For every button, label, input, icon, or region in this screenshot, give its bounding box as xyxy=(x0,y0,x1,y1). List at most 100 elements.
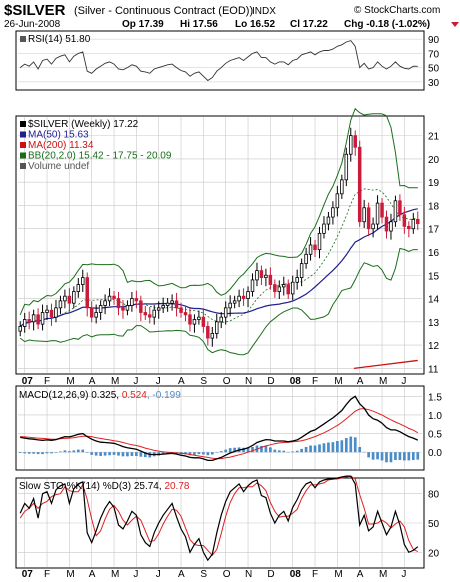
quote-high: Hi 17.56 xyxy=(180,19,218,30)
axis-tick-label: 16 xyxy=(428,248,440,259)
macd-histogram-bar xyxy=(81,449,85,453)
macd-histogram-bar xyxy=(103,452,107,456)
axis-tick-label: 50 xyxy=(428,519,440,530)
legend-entry: MA(200) 11.34 xyxy=(28,140,94,151)
candle-body xyxy=(179,307,183,313)
axis-tick-label: 12 xyxy=(428,341,440,352)
candle-body xyxy=(340,179,344,195)
month-tick-label: N xyxy=(245,376,252,387)
macd-histogram-bar xyxy=(135,452,138,456)
month-tick-label: M xyxy=(66,569,74,580)
candle-body xyxy=(353,135,357,148)
macd-histogram-bar xyxy=(90,452,94,455)
macd-line xyxy=(20,395,419,462)
candle-body xyxy=(188,314,192,325)
month-tick-label: A xyxy=(178,569,185,580)
candle-body xyxy=(416,218,420,224)
month-tick-label: J xyxy=(401,376,406,387)
sto-k-line xyxy=(19,475,419,562)
macd-histogram-bar xyxy=(215,452,219,453)
quote-close: Cl 17.22 xyxy=(290,19,328,30)
macd-histogram-bar xyxy=(394,452,397,461)
candle-body xyxy=(170,300,174,304)
axis-tick-label: 70 xyxy=(428,49,440,60)
bb-lower-line xyxy=(19,247,418,356)
candle-body xyxy=(331,207,335,218)
chart-symbol: $SILVER xyxy=(4,2,66,19)
macd-histogram-bar xyxy=(309,445,312,453)
macd-histogram-bar xyxy=(94,452,98,456)
month-tick-label: N xyxy=(245,569,252,580)
axis-tick-label: 11 xyxy=(428,364,439,375)
macd-histogram-bar xyxy=(295,450,299,453)
axis-tick-label: 90 xyxy=(428,35,440,46)
candle-body xyxy=(237,295,241,302)
quote-change: Chg -0.18 (-1.02%) xyxy=(344,19,430,30)
macd-histogram-bar xyxy=(340,440,344,453)
candle-body xyxy=(255,270,259,281)
macd-histogram-bar xyxy=(304,447,308,453)
axis-tick-label: 0.5 xyxy=(428,430,442,441)
legend-entry: BB(20,2.0) 15.42 - 17.75 - 20.09 xyxy=(28,151,172,162)
macd-histogram-bar xyxy=(27,452,31,454)
macd-histogram-bar xyxy=(32,452,35,454)
candle-body xyxy=(241,295,246,299)
candle-body xyxy=(156,307,161,311)
candle-body xyxy=(76,284,81,292)
macd-histogram-bar xyxy=(219,451,223,453)
month-tick-label: A xyxy=(89,376,96,387)
candle-body xyxy=(322,223,326,234)
rsi-label: RSI(14) 51.80 xyxy=(28,34,91,45)
candle-body xyxy=(116,298,121,309)
macd-histogram-bar xyxy=(224,449,228,453)
macd-histogram-bar xyxy=(327,442,330,453)
candle-body xyxy=(22,319,27,327)
candle-body xyxy=(36,314,40,325)
plot-layer xyxy=(18,40,420,562)
month-tick-label: A xyxy=(357,569,364,580)
axis-layer: 07 07 F F M M A A M M J J J J A A S S O O N N D D 08 08 F F M M A A M M J J… xyxy=(22,35,443,580)
candle-body xyxy=(313,244,317,251)
candle-body xyxy=(98,305,103,313)
macd-histogram-bar xyxy=(313,445,317,453)
candle-body xyxy=(174,300,179,309)
candle-body xyxy=(31,314,36,323)
month-tick-label: 08 xyxy=(290,569,302,580)
candle-body xyxy=(371,223,375,230)
month-tick-label: S xyxy=(200,569,207,580)
month-tick-label: M xyxy=(379,569,387,580)
macd-histogram-bar xyxy=(50,452,53,454)
candle-body xyxy=(165,302,170,306)
axis-tick-label: 20 xyxy=(428,155,440,166)
chart-exchange: INDX xyxy=(252,6,276,17)
candle-body xyxy=(85,277,89,309)
sto-d-label: 20.78 xyxy=(164,481,189,492)
month-tick-label: A xyxy=(357,376,364,387)
candle-body xyxy=(125,305,130,311)
candle-body xyxy=(398,200,402,216)
macd-histogram-bar xyxy=(300,448,303,453)
macd-histogram-bar xyxy=(242,447,245,453)
candle-body xyxy=(197,316,201,320)
candle-body xyxy=(130,298,134,306)
month-tick-label: O xyxy=(223,569,231,580)
macd-signal-label: 0.524 xyxy=(122,390,147,401)
month-tick-label: O xyxy=(223,376,231,387)
month-tick-label: S xyxy=(200,376,207,387)
axis-tick-label: 30 xyxy=(428,78,440,89)
quote-low: Lo 16.52 xyxy=(235,19,275,30)
candle-body xyxy=(259,270,264,278)
candle-body xyxy=(375,202,380,225)
macd-histogram-bar xyxy=(344,438,348,453)
month-tick-label: J xyxy=(133,376,138,387)
candle-body xyxy=(250,279,255,292)
candle-body xyxy=(121,307,125,311)
macd-histogram-bar xyxy=(277,450,281,453)
macd-histogram-bar xyxy=(85,452,89,453)
candle-body xyxy=(223,307,228,318)
month-tick-label: 07 xyxy=(22,569,34,580)
month-tick-label: 08 xyxy=(290,376,302,387)
candle-body xyxy=(192,319,197,325)
svg-text:Slow STO %K(14) %D(3) 25.74, 2: Slow STO %K(14) %D(3) 25.74, 20.78 xyxy=(19,481,190,492)
quote-date: 26-Jun-2008 xyxy=(4,19,61,30)
